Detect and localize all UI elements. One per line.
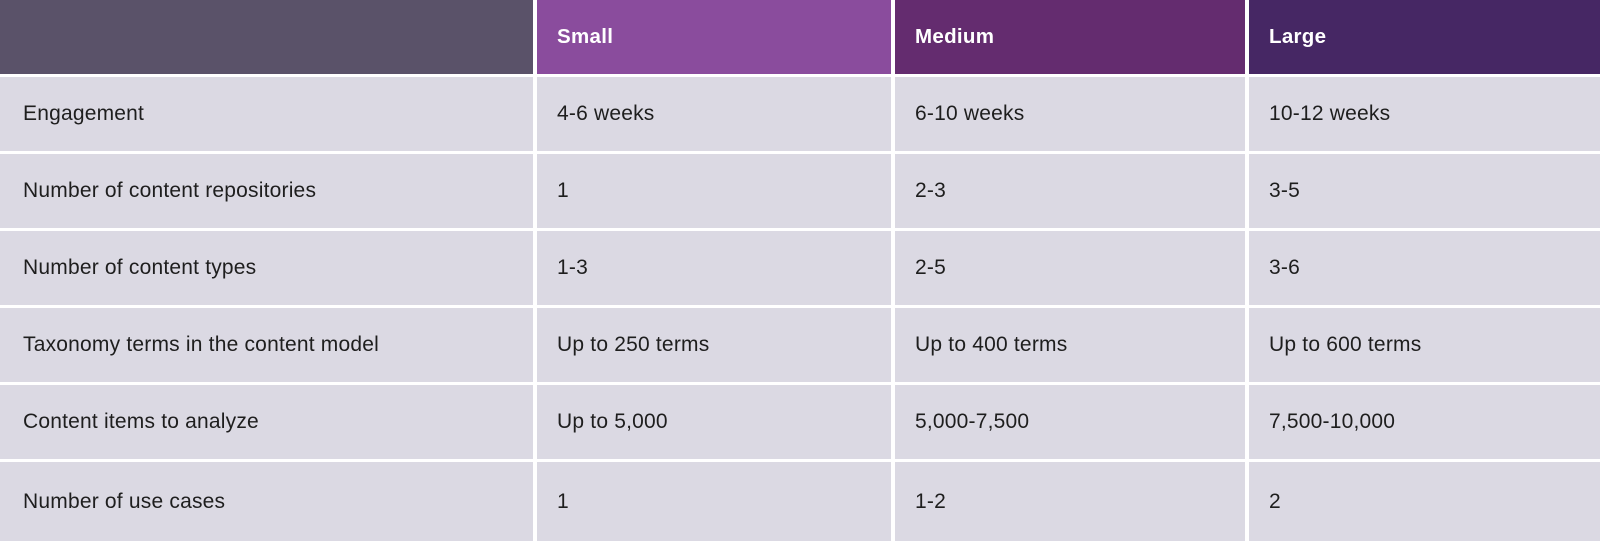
cell-content-types-large: 3-6 xyxy=(1249,231,1600,305)
cell-use-cases-small: 1 xyxy=(537,462,891,541)
row-label-engagement: Engagement xyxy=(0,77,533,151)
cell-content-types-small: 1-3 xyxy=(537,231,891,305)
table-corner-cell xyxy=(0,0,533,74)
column-header-small: Small xyxy=(537,0,891,74)
cell-repositories-medium: 2-3 xyxy=(895,154,1245,228)
cell-content-items-small: Up to 5,000 xyxy=(537,385,891,459)
cell-engagement-small: 4-6 weeks xyxy=(537,77,891,151)
row-label-taxonomy-terms: Taxonomy terms in the content model xyxy=(0,308,533,382)
cell-use-cases-large: 2 xyxy=(1249,462,1600,541)
cell-taxonomy-small: Up to 250 terms xyxy=(537,308,891,382)
cell-taxonomy-medium: Up to 400 terms xyxy=(895,308,1245,382)
row-label-content-items: Content items to analyze xyxy=(0,385,533,459)
cell-content-items-large: 7,500-10,000 xyxy=(1249,385,1600,459)
cell-engagement-large: 10-12 weeks xyxy=(1249,77,1600,151)
cell-repositories-large: 3-5 xyxy=(1249,154,1600,228)
cell-content-items-medium: 5,000-7,500 xyxy=(895,385,1245,459)
cell-use-cases-medium: 1-2 xyxy=(895,462,1245,541)
column-header-medium: Medium xyxy=(895,0,1245,74)
column-header-large: Large xyxy=(1249,0,1600,74)
row-label-content-types: Number of content types xyxy=(0,231,533,305)
cell-taxonomy-large: Up to 600 terms xyxy=(1249,308,1600,382)
cell-content-types-medium: 2-5 xyxy=(895,231,1245,305)
row-label-use-cases: Number of use cases xyxy=(0,462,533,541)
row-label-content-repositories: Number of content repositories xyxy=(0,154,533,228)
cell-engagement-medium: 6-10 weeks xyxy=(895,77,1245,151)
cell-repositories-small: 1 xyxy=(537,154,891,228)
